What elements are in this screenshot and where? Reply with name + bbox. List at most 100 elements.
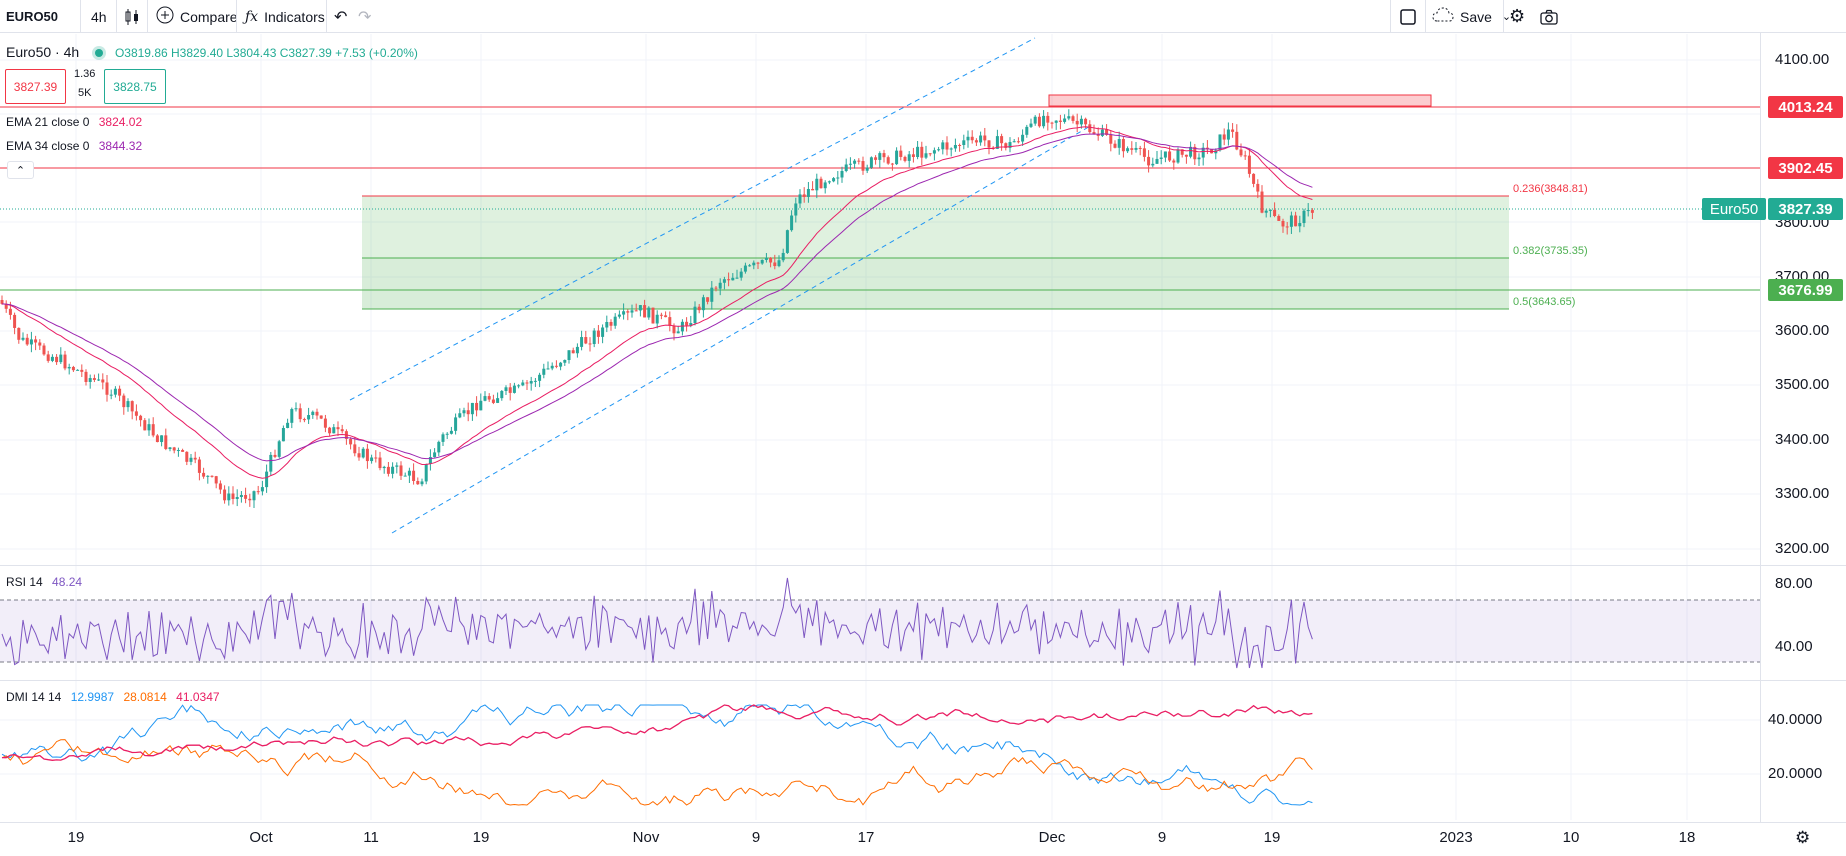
candle-body [361, 448, 365, 458]
indicators-button[interactable]: ƒx Indicators [245, 0, 325, 33]
candle-body [67, 366, 71, 369]
divider [80, 0, 81, 33]
ema21-legend[interactable]: EMA 21 close 0 3824.02 [6, 115, 142, 129]
candle-body [218, 483, 222, 490]
candle-body [328, 427, 332, 434]
save-label: Save [1460, 8, 1492, 25]
candle-body [298, 408, 302, 420]
channel-lower-line[interactable] [391, 124, 1093, 534]
fib-label-382: 0.382(3735.35) [1513, 245, 1588, 257]
time-axis-label: 17 [857, 829, 875, 846]
divider [236, 0, 237, 33]
minus-di-value: 28.0814 [123, 690, 167, 704]
settings-gear-icon[interactable]: ⚙ [1509, 6, 1526, 26]
chevron-up-icon: ⌃ [15, 164, 26, 177]
symbol-search[interactable]: EURO50 [6, 9, 59, 24]
candle-body [1046, 115, 1050, 123]
candle-body [701, 297, 705, 311]
candle-body [743, 265, 747, 272]
camera-icon[interactable] [1540, 0, 1558, 33]
candle-body [542, 368, 546, 375]
layout-square-icon[interactable] [1400, 0, 1416, 33]
buy-price-button[interactable]: 3828.75 [104, 69, 166, 104]
fib-zone-lower[interactable] [362, 258, 1509, 309]
candle-body [689, 323, 693, 326]
candle-body [559, 362, 563, 367]
candle-body [1298, 223, 1302, 227]
price-tag-3902[interactable]: 3902.45 [1768, 157, 1843, 179]
candle-body [550, 365, 554, 369]
candle-body [794, 203, 798, 216]
candle-body [1012, 141, 1016, 143]
spread-value: 1.36 [74, 68, 96, 80]
price-tag-4013[interactable]: 4013.24 [1768, 96, 1843, 118]
candle-body [34, 339, 38, 343]
candle-body [718, 282, 722, 289]
symbol-price-tag[interactable]: Euro50 [1702, 198, 1766, 220]
candle-body [151, 424, 155, 436]
undo-icon[interactable]: ↶ [334, 8, 348, 26]
interval-button[interactable]: 4h [91, 8, 107, 25]
candles-icon[interactable] [124, 0, 140, 33]
candle-body [601, 327, 605, 337]
candle-body [134, 411, 138, 416]
channel-upper-line[interactable] [349, 37, 1036, 401]
price-tag-3677[interactable]: 3676.99 [1768, 279, 1843, 301]
compare-button[interactable]: Compare [156, 0, 238, 33]
candle-body [1264, 210, 1268, 213]
candle-body [340, 429, 344, 432]
candle-body [50, 356, 54, 361]
candle-body [659, 314, 663, 316]
pane-divider[interactable] [0, 565, 1846, 566]
candle-body [462, 410, 466, 414]
candle-body [1205, 147, 1209, 150]
collapse-legend-button[interactable]: ⌃ [7, 161, 34, 179]
candle-body [265, 471, 269, 488]
candle-body [59, 354, 63, 363]
candle-body [1075, 120, 1079, 125]
candle-body [630, 310, 634, 313]
candle-body [1134, 147, 1138, 150]
time-axis-border [0, 822, 1846, 823]
candle-body [46, 354, 50, 361]
chevron-down-icon[interactable]: ⌄ [1501, 11, 1512, 23]
rsi-legend[interactable]: RSI 14 48.24 [6, 575, 82, 589]
divider [147, 0, 148, 33]
candle-body [1147, 156, 1151, 166]
fib-zone-upper[interactable] [362, 196, 1509, 258]
candle-body [441, 434, 445, 442]
vertical-grid [75, 34, 1688, 820]
candle-body [861, 161, 865, 171]
save-button[interactable]: Save ⌄ [1432, 0, 1511, 33]
candle-body [1180, 149, 1184, 155]
series-legend[interactable]: Euro50 · 4h O3819.86 H3829.40 L3804.43 C… [6, 44, 418, 60]
redo-icon[interactable]: ↷ [358, 8, 372, 26]
divider [1390, 0, 1391, 33]
candle-body [294, 408, 298, 410]
candle-body [1126, 148, 1130, 152]
price-axis-label: 3400.00 [1775, 431, 1830, 448]
candle-body [819, 178, 823, 189]
candle-body [470, 402, 474, 415]
candle-body [1084, 118, 1088, 125]
market-status-dot [95, 49, 104, 57]
candle-body [895, 150, 899, 165]
candle-body [525, 382, 529, 384]
candle-body [1138, 147, 1142, 149]
sell-price-button[interactable]: 3827.39 [5, 69, 66, 104]
ema34-legend[interactable]: EMA 34 close 0 3844.32 [6, 139, 142, 153]
candle-body [928, 153, 932, 155]
dmi-legend[interactable]: DMI 14 14 12.9987 28.0814 41.0347 [6, 690, 220, 704]
ema-34-line [1, 133, 1313, 462]
pane-divider[interactable] [0, 680, 1846, 681]
candle-body [932, 150, 936, 154]
axis-settings-gear-icon[interactable]: ⚙ [1795, 828, 1811, 847]
price-tag-last[interactable]: 3827.39 [1768, 198, 1843, 220]
supply-zone-rectangle[interactable] [1048, 94, 1432, 107]
candle-body [92, 378, 96, 380]
candle-body [1273, 209, 1277, 217]
candle-body [378, 457, 382, 469]
price-axis-border [1760, 33, 1761, 823]
candle-body [1197, 157, 1201, 160]
